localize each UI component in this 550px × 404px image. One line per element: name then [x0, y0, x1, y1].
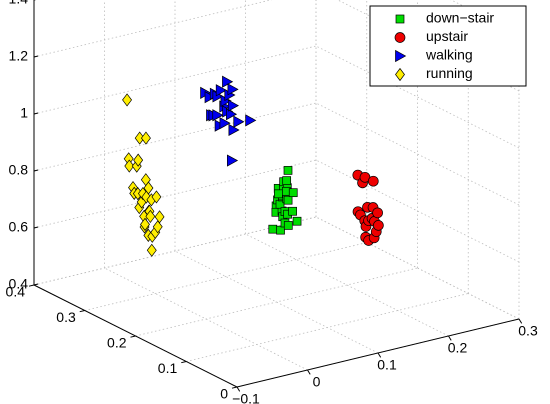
z-tick-label: 0.6 [9, 219, 29, 235]
z-tick-mark [33, 283, 39, 286]
series-circle [352, 169, 384, 246]
grid-line [174, 250, 379, 354]
legend: down−stair upstair walking running [369, 5, 527, 87]
data-point [219, 117, 231, 130]
grid-line [135, 267, 418, 337]
series-square [268, 166, 302, 235]
axes [28, 0, 523, 392]
z-tick-label: 1.2 [9, 48, 29, 64]
x-tick-mark [518, 318, 523, 324]
data-point [227, 83, 239, 96]
x-tick-label: 0.2 [448, 340, 468, 356]
y-tick-label: 0.2 [107, 335, 127, 351]
x-tick-label: −0.1 [232, 391, 260, 404]
data-point [233, 115, 245, 128]
tick-labels: −0.1 0 0.1 0.2 0.3 0 0.1 0.2 0.3 0.40.4 0.6 0.8 1 1.2… [6, 0, 538, 404]
grid-line [33, 102, 317, 172]
x-tick-mark [236, 386, 241, 392]
y-tick-label: 0.1 [158, 360, 178, 376]
data-point [245, 114, 257, 127]
data-point [282, 176, 292, 185]
x-tick-label: 0.1 [377, 357, 397, 373]
legend-marker [395, 67, 405, 82]
grid-line [33, 45, 317, 115]
grid-line [337, 0, 520, 92]
data-point [140, 217, 150, 231]
series-diamond [122, 93, 165, 257]
data-point [227, 99, 240, 112]
data-point [283, 221, 293, 230]
data-point [124, 159, 135, 173]
y-tick-mark [28, 284, 35, 287]
x-tick-label: 0.3 [518, 323, 538, 339]
z-tick-label: 0.4 [9, 276, 29, 292]
grid-line [315, 45, 520, 149]
z-tick-mark [33, 55, 39, 58]
y-tick-mark [130, 335, 136, 338]
grid-line [315, 216, 520, 320]
grid-line [315, 102, 520, 206]
y-tick-label: 0.4 [6, 284, 26, 300]
grid-line [245, 233, 449, 337]
x-tick-mark [377, 352, 382, 358]
data-point [288, 188, 298, 198]
grid-line [104, 267, 308, 371]
grid-line [186, 293, 469, 362]
data-point [133, 153, 144, 167]
legend-entry-label: running [426, 65, 473, 81]
data-point [274, 189, 283, 199]
grid-line [315, 159, 520, 263]
y-tick-label: 0 [220, 386, 228, 402]
data-points [122, 75, 384, 257]
data-point [146, 243, 157, 257]
data-point [276, 225, 285, 235]
y-tick-mark [181, 361, 187, 364]
data-point [145, 209, 156, 224]
data-point [227, 154, 239, 167]
data-point [292, 216, 302, 226]
data-point [268, 224, 278, 234]
data-point [222, 75, 234, 88]
data-point [373, 220, 384, 231]
data-point [141, 131, 151, 145]
grid-line [33, 159, 317, 229]
z-tick-mark [33, 169, 39, 172]
data-point [122, 93, 132, 107]
legend-entry-label: upstair [426, 28, 468, 44]
legend-entry-label: walking [425, 47, 473, 63]
y-tick-mark [231, 386, 238, 389]
data-point [283, 195, 293, 205]
data-point [212, 109, 224, 122]
series-triangle-right [200, 75, 257, 167]
x-tick-label: 0 [313, 374, 321, 390]
x-tick-mark [307, 369, 311, 375]
data-point [372, 207, 383, 219]
y-tick-mark [79, 310, 85, 313]
z-tick-label: 1 [20, 105, 28, 121]
grid-line [33, 216, 317, 286]
grid-line [33, 0, 273, 58]
data-point [152, 220, 163, 234]
data-point [283, 166, 293, 175]
data-point [154, 210, 165, 224]
legend-marker [395, 49, 407, 63]
data-point [288, 206, 297, 216]
data-point [215, 84, 227, 97]
z-tick-label: 1.4 [9, 0, 29, 7]
legend-entry-label: down−stair [426, 10, 494, 26]
data-point [143, 181, 154, 195]
data-point [367, 175, 379, 187]
legend-marker [394, 32, 406, 43]
z-tick-mark [33, 112, 39, 115]
data-point [151, 190, 162, 204]
legend-marker [395, 14, 405, 24]
z-tick-mark [33, 226, 39, 229]
z-tick-label: 0.8 [9, 162, 29, 178]
grid-line [84, 242, 367, 311]
y-tick-label: 0.3 [56, 309, 76, 325]
data-point [226, 108, 238, 121]
x-tick-mark [448, 335, 452, 341]
